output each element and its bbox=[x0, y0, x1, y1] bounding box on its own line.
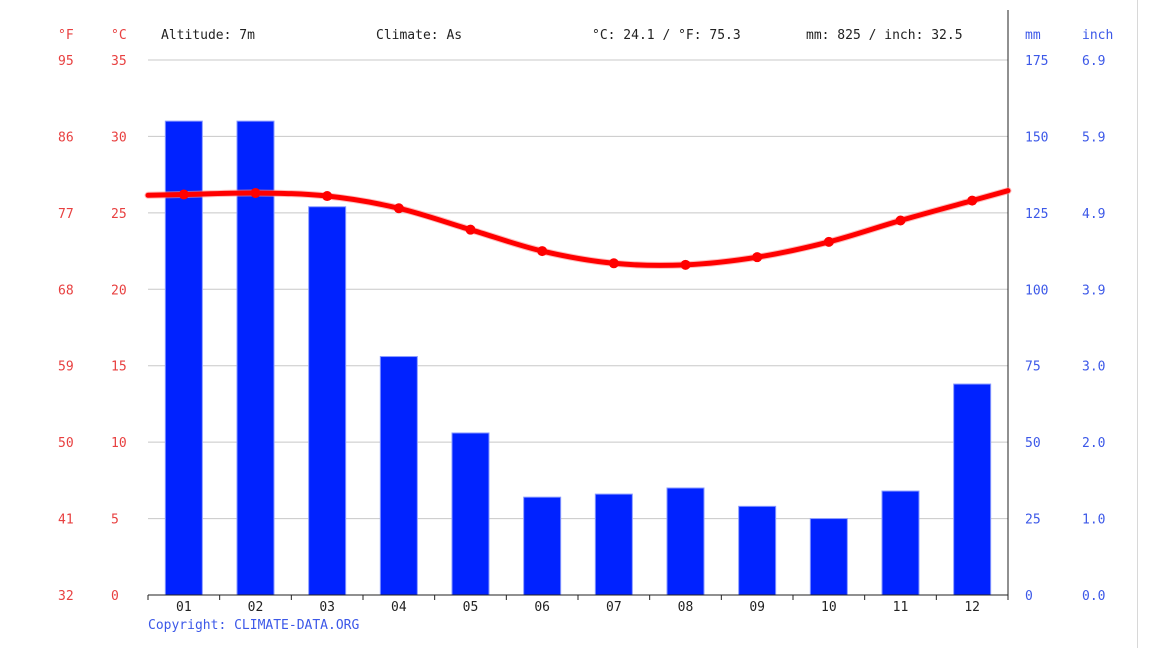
tick-label-fahrenheit: 68 bbox=[58, 283, 74, 298]
temperature-line bbox=[144, 187, 1012, 270]
x-tick-label: 03 bbox=[319, 600, 335, 615]
temperature-point bbox=[895, 215, 906, 226]
tick-label-celsius: 0 bbox=[111, 589, 119, 604]
unit-fahrenheit-label: °F bbox=[58, 28, 74, 43]
unit-celsius-label: °C bbox=[111, 28, 127, 43]
temperature-point bbox=[322, 191, 333, 202]
temperature-point bbox=[967, 195, 978, 206]
x-tick-label: 11 bbox=[893, 600, 909, 615]
temperature-point bbox=[823, 236, 834, 247]
x-tick-label: 02 bbox=[248, 600, 264, 615]
precipitation-bar bbox=[451, 432, 490, 596]
unit-inch-label: inch bbox=[1082, 28, 1113, 43]
tick-label-fahrenheit: 77 bbox=[58, 207, 74, 222]
tick-label-inch: 4.9 bbox=[1082, 207, 1105, 222]
altitude-text: Altitude: 7m bbox=[161, 28, 255, 43]
x-tick-label: 04 bbox=[391, 600, 407, 615]
x-tick-label: 05 bbox=[463, 600, 479, 615]
copyright-link[interactable]: Copyright: CLIMATE-DATA.ORG bbox=[148, 618, 359, 633]
tick-label-celsius: 10 bbox=[111, 436, 127, 451]
temperature-point bbox=[537, 246, 548, 257]
tick-label-mm: 0 bbox=[1025, 589, 1033, 604]
tick-label-mm: 75 bbox=[1025, 360, 1041, 375]
tick-label-mm: 125 bbox=[1025, 207, 1048, 222]
tick-label-inch: 5.9 bbox=[1082, 130, 1105, 145]
climate-text: Climate: As bbox=[376, 28, 462, 43]
tick-label-celsius: 35 bbox=[111, 54, 127, 69]
temperature-point bbox=[608, 258, 619, 269]
tick-label-fahrenheit: 41 bbox=[58, 513, 74, 528]
tick-label-fahrenheit: 86 bbox=[58, 130, 74, 145]
tick-label-fahrenheit: 95 bbox=[58, 54, 74, 69]
x-tick-label: 06 bbox=[534, 600, 550, 615]
precipitation-bar bbox=[379, 356, 418, 596]
precipitation-bar bbox=[953, 383, 992, 596]
tick-label-mm: 100 bbox=[1025, 283, 1048, 298]
tick-label-celsius: 5 bbox=[111, 513, 119, 528]
temperature-point bbox=[178, 189, 189, 200]
x-tick-label: 10 bbox=[821, 600, 837, 615]
precipitation-bar bbox=[594, 493, 633, 596]
tick-label-inch: 6.9 bbox=[1082, 54, 1105, 69]
unit-mm-label: mm bbox=[1025, 28, 1041, 43]
precipitation-bars bbox=[164, 120, 992, 596]
x-tick-label: 12 bbox=[964, 600, 980, 615]
temperature-point bbox=[250, 187, 261, 198]
x-tick-label: 08 bbox=[678, 600, 694, 615]
precipitation-bar bbox=[523, 496, 562, 596]
tick-label-mm: 50 bbox=[1025, 436, 1041, 451]
x-tick-label: 07 bbox=[606, 600, 622, 615]
temperature-line-path bbox=[145, 188, 1011, 268]
precipitation-summary: mm: 825 / inch: 32.5 bbox=[806, 28, 963, 43]
precipitation-bar bbox=[809, 518, 848, 596]
precipitation-bar bbox=[881, 490, 920, 596]
tick-label-celsius: 20 bbox=[111, 283, 127, 298]
temperature-summary: °C: 24.1 / °F: 75.3 bbox=[592, 28, 741, 43]
tick-label-fahrenheit: 59 bbox=[58, 360, 74, 375]
temperature-point bbox=[393, 203, 404, 214]
tick-label-celsius: 15 bbox=[111, 360, 127, 375]
tick-label-inch: 3.9 bbox=[1082, 283, 1105, 298]
tick-label-inch: 2.0 bbox=[1082, 436, 1105, 451]
tick-label-fahrenheit: 50 bbox=[58, 436, 74, 451]
tick-label-fahrenheit: 32 bbox=[58, 589, 74, 604]
tick-label-inch: 3.0 bbox=[1082, 360, 1105, 375]
scrollbar-edge bbox=[1137, 0, 1138, 648]
axes bbox=[147, 10, 1009, 600]
precipitation-bar bbox=[236, 120, 275, 596]
tick-label-celsius: 25 bbox=[111, 207, 127, 222]
precipitation-bar bbox=[738, 505, 777, 596]
tick-label-inch: 0.0 bbox=[1082, 589, 1105, 604]
temperature-point bbox=[465, 224, 476, 235]
x-tick-label: 09 bbox=[749, 600, 765, 615]
temperature-point bbox=[680, 259, 691, 270]
tick-label-mm: 175 bbox=[1025, 54, 1048, 69]
precipitation-bar bbox=[666, 487, 705, 596]
tick-label-mm: 150 bbox=[1025, 130, 1048, 145]
tick-label-celsius: 30 bbox=[111, 130, 127, 145]
gridlines bbox=[148, 59, 1008, 520]
temperature-point bbox=[752, 252, 763, 263]
tick-labels: 32 0 0 0.041 5 25 1.050 10 50 2.059 15 75 3.068 20 100… bbox=[58, 54, 1105, 615]
precipitation-bar bbox=[308, 206, 347, 596]
x-tick-label: 01 bbox=[176, 600, 192, 615]
tick-label-inch: 1.0 bbox=[1082, 513, 1105, 528]
tick-label-mm: 25 bbox=[1025, 513, 1041, 528]
